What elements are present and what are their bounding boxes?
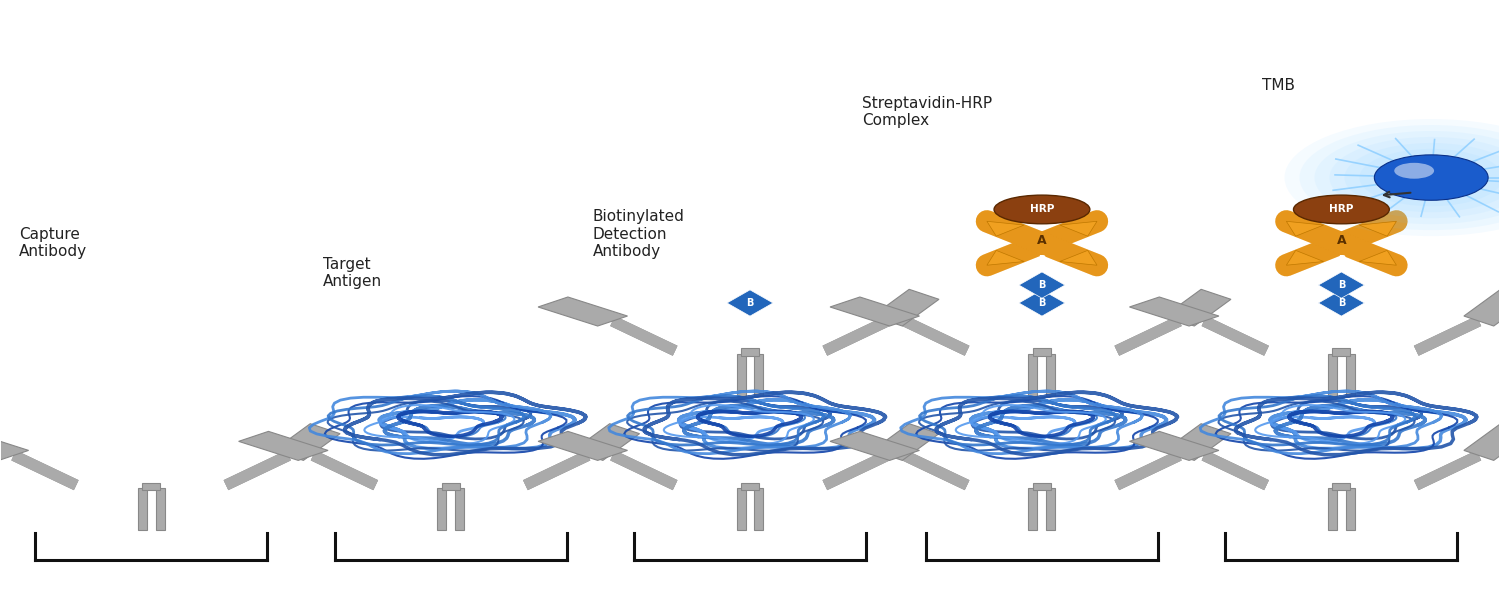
Circle shape <box>1344 143 1500 212</box>
Polygon shape <box>1130 297 1220 326</box>
Text: HRP: HRP <box>1329 205 1353 214</box>
Text: B: B <box>1038 255 1046 265</box>
Polygon shape <box>1359 250 1396 265</box>
FancyBboxPatch shape <box>441 483 459 490</box>
FancyBboxPatch shape <box>736 488 746 530</box>
FancyBboxPatch shape <box>741 483 759 490</box>
Polygon shape <box>1287 250 1323 265</box>
Text: A: A <box>1036 234 1047 247</box>
FancyBboxPatch shape <box>736 354 746 395</box>
Text: TMB: TMB <box>1262 77 1294 92</box>
FancyBboxPatch shape <box>156 488 165 530</box>
FancyBboxPatch shape <box>1047 354 1056 395</box>
Circle shape <box>1299 125 1500 230</box>
FancyBboxPatch shape <box>454 488 464 530</box>
FancyBboxPatch shape <box>1328 488 1336 530</box>
Polygon shape <box>1059 221 1096 236</box>
FancyBboxPatch shape <box>741 349 759 356</box>
FancyBboxPatch shape <box>1034 483 1052 490</box>
Text: HRP: HRP <box>1030 205 1054 214</box>
Polygon shape <box>0 431 28 460</box>
Polygon shape <box>1164 289 1232 326</box>
Text: B: B <box>1338 255 1346 265</box>
Polygon shape <box>1164 424 1232 460</box>
FancyBboxPatch shape <box>142 483 160 490</box>
FancyBboxPatch shape <box>1328 354 1336 395</box>
Polygon shape <box>238 431 328 460</box>
Polygon shape <box>1464 424 1500 460</box>
Text: B: B <box>1038 280 1046 290</box>
Polygon shape <box>1059 250 1096 265</box>
Polygon shape <box>830 431 920 460</box>
Polygon shape <box>1130 431 1220 460</box>
Polygon shape <box>728 290 772 316</box>
Polygon shape <box>1287 221 1323 236</box>
Polygon shape <box>1318 272 1365 298</box>
Polygon shape <box>1019 272 1065 298</box>
Polygon shape <box>1464 289 1500 326</box>
Text: A: A <box>1336 234 1346 247</box>
FancyBboxPatch shape <box>1332 349 1350 356</box>
Text: Biotinylated
Detection
Antibody: Biotinylated Detection Antibody <box>592 209 684 259</box>
Polygon shape <box>830 297 920 326</box>
Polygon shape <box>573 424 639 460</box>
FancyBboxPatch shape <box>1034 349 1052 356</box>
Polygon shape <box>538 431 627 460</box>
Ellipse shape <box>1293 195 1389 224</box>
FancyBboxPatch shape <box>1029 488 1038 530</box>
Text: B: B <box>747 298 753 308</box>
FancyBboxPatch shape <box>754 354 764 395</box>
Ellipse shape <box>994 195 1090 224</box>
FancyBboxPatch shape <box>1332 483 1350 490</box>
FancyBboxPatch shape <box>1346 354 1354 395</box>
FancyBboxPatch shape <box>754 488 764 530</box>
Circle shape <box>1374 155 1488 200</box>
FancyBboxPatch shape <box>1047 488 1056 530</box>
Polygon shape <box>987 250 1024 265</box>
Text: Streptavidin-HRP
Complex: Streptavidin-HRP Complex <box>862 95 993 128</box>
Circle shape <box>1314 131 1500 224</box>
Polygon shape <box>1019 290 1065 316</box>
FancyBboxPatch shape <box>1346 488 1354 530</box>
Text: Capture
Antibody: Capture Antibody <box>20 227 87 259</box>
Circle shape <box>1329 137 1500 218</box>
Polygon shape <box>1359 221 1396 236</box>
Circle shape <box>1359 149 1500 206</box>
Polygon shape <box>1318 290 1365 316</box>
Polygon shape <box>538 297 627 326</box>
FancyBboxPatch shape <box>436 488 445 530</box>
Polygon shape <box>873 289 939 326</box>
Text: B: B <box>1338 298 1346 308</box>
Polygon shape <box>987 221 1024 236</box>
Circle shape <box>1395 163 1434 179</box>
Text: B: B <box>1338 280 1346 290</box>
FancyBboxPatch shape <box>1029 354 1038 395</box>
Text: B: B <box>1038 298 1046 308</box>
Text: Target
Antigen: Target Antigen <box>324 257 382 289</box>
FancyBboxPatch shape <box>138 488 147 530</box>
Circle shape <box>1284 119 1500 236</box>
Polygon shape <box>273 424 340 460</box>
Polygon shape <box>873 424 939 460</box>
